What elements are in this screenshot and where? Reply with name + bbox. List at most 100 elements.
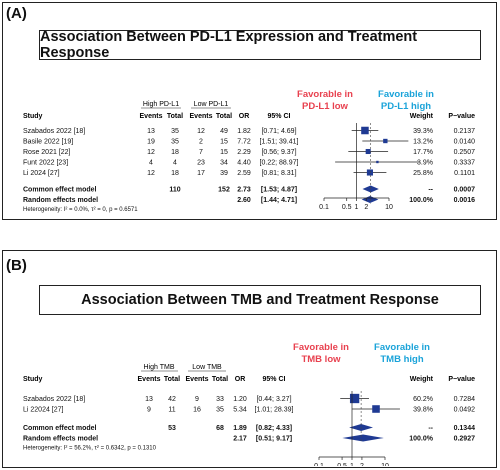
confidence-interval: [0.22; 88.97]: [260, 160, 299, 167]
events-low: 12: [197, 128, 205, 135]
events-high: 19: [147, 139, 155, 146]
study-name: Szabados 2022 [18]: [23, 128, 85, 135]
column-header-total: Total: [216, 113, 232, 120]
common-confidence-interval: [0.82; 4.33]: [256, 425, 292, 432]
random-diamond: [361, 196, 379, 203]
column-header-events: Events: [138, 376, 161, 383]
total-high: 4: [173, 160, 177, 167]
common-p-value: 0.0007: [454, 187, 476, 194]
x-tick-label: 0.5: [342, 204, 352, 211]
x-tick-label: 2: [360, 463, 364, 466]
x-tick-label: 0.1: [319, 204, 329, 211]
column-header-events: Events: [186, 376, 209, 383]
favorable-low-label: Favorable in: [293, 342, 349, 353]
column-header-events: Events: [140, 113, 163, 120]
total-high: 18: [171, 149, 179, 156]
column-header-total: Total: [212, 376, 228, 383]
confidence-interval: [1.01; 28.39]: [255, 407, 294, 414]
confidence-interval: [0.81; 8.31]: [261, 170, 296, 177]
total-high: 35: [171, 128, 179, 135]
panel-b: (B) Association Between TMB and Treatmen…: [2, 250, 497, 468]
total-low: 15: [220, 149, 228, 156]
random-odds-ratio: 2.17: [233, 436, 247, 443]
odds-ratio: 4.40: [237, 160, 251, 167]
favorable-low-label: TMB low: [301, 354, 341, 365]
x-tick-label: 10: [385, 204, 393, 211]
panel-a: (A) Association Between PD-L1 Expression…: [2, 2, 497, 220]
common-total-low: 152: [218, 187, 230, 194]
p-value: 0.2137: [454, 128, 476, 135]
weight: 13.2%: [413, 139, 433, 146]
study-name: Rose 2021 [22]: [23, 149, 71, 156]
favorable-high-label: Favorable in: [378, 89, 434, 100]
random-odds-ratio: 2.60: [237, 197, 251, 204]
study-name: Basile 2022 [19]: [23, 139, 73, 146]
study-marker: [376, 160, 379, 164]
common-effect-label: Common effect model: [23, 425, 97, 432]
study-name: Funt 2022 [23]: [23, 160, 68, 167]
p-value: 0.2507: [454, 149, 476, 156]
p-value: 0.3337: [454, 160, 476, 167]
favorable-low-label: PD-L1 low: [302, 101, 349, 112]
p-value: 0.0492: [454, 407, 476, 414]
favorable-high-label: TMB high: [380, 354, 423, 365]
common-odds-ratio: 2.73: [237, 187, 251, 194]
weight: 39.8%: [413, 407, 433, 414]
events-high: 12: [147, 149, 155, 156]
column-header-events: Events: [190, 113, 213, 120]
common-total-high: 53: [168, 425, 176, 432]
random-diamond: [342, 434, 384, 442]
x-tick-label: 0.1: [314, 463, 324, 466]
events-high: 4: [149, 160, 153, 167]
confidence-interval: [0.56; 9.37]: [261, 149, 296, 156]
forest-plot-a: Favorable in PD-L1 low Favorable in PD-L…: [23, 89, 476, 213]
common-effect-label: Common effect model: [23, 187, 97, 194]
odds-ratio: 2.29: [237, 149, 251, 156]
common-total-high: 110: [169, 187, 180, 194]
events-low: 16: [193, 407, 201, 414]
random-p-value: 0.0016: [454, 197, 476, 204]
odds-ratio: 5.34: [233, 407, 247, 414]
odds-ratio: 1.20: [233, 396, 247, 403]
weight: 3.9%: [417, 160, 433, 167]
p-value: 0.7284: [454, 396, 476, 403]
study-name: Szabados 2022 [18]: [23, 396, 85, 403]
column-header-study: Study: [23, 113, 43, 120]
column-header-ci: 95% CI: [268, 113, 291, 120]
odds-ratio: 7.72: [237, 139, 251, 146]
column-header-or: OR: [239, 113, 250, 120]
total-low: 15: [220, 139, 228, 146]
x-tick-label: 10: [381, 463, 389, 466]
total-high: 35: [171, 139, 179, 146]
study-name: Li 2024 [27]: [23, 170, 60, 177]
panel-title: Association Between PD-L1 Expression and…: [39, 29, 481, 61]
common-p-value: 0.1344: [454, 425, 476, 432]
study-marker: [383, 138, 388, 144]
study-marker: [366, 169, 373, 176]
events-low: 17: [197, 170, 205, 177]
study-marker: [365, 148, 371, 155]
events-low: 2: [199, 139, 203, 146]
confidence-interval: [0.71; 4.69]: [261, 128, 296, 135]
total-low: 34: [220, 160, 228, 167]
group-high-header: High PD-L1: [143, 101, 179, 108]
random-p-value: 0.2927: [454, 436, 476, 443]
heterogeneity-note: Heterogeneity: I² = 0.0%, τ² = 0, p = 0.…: [23, 207, 138, 213]
random-confidence-interval: [0.51; 9.17]: [256, 436, 292, 443]
events-high: 12: [147, 170, 155, 177]
x-tick-label: 2: [364, 204, 368, 211]
total-low: 33: [216, 396, 224, 403]
column-header-total: Total: [164, 376, 180, 383]
total-low: 49: [220, 128, 228, 135]
column-header-weight: Weight: [410, 113, 434, 120]
panel-letter: (A): [6, 5, 27, 22]
common-total-low: 68: [216, 425, 224, 432]
column-header-or: OR: [235, 376, 246, 383]
column-header-pvalue: P−value: [448, 113, 475, 120]
panel-letter: (B): [6, 257, 27, 274]
common-weight: --: [428, 187, 433, 194]
study-marker: [372, 405, 380, 413]
odds-ratio: 1.82: [237, 128, 251, 135]
p-value: 0.0140: [454, 139, 476, 146]
study-marker: [361, 126, 369, 135]
